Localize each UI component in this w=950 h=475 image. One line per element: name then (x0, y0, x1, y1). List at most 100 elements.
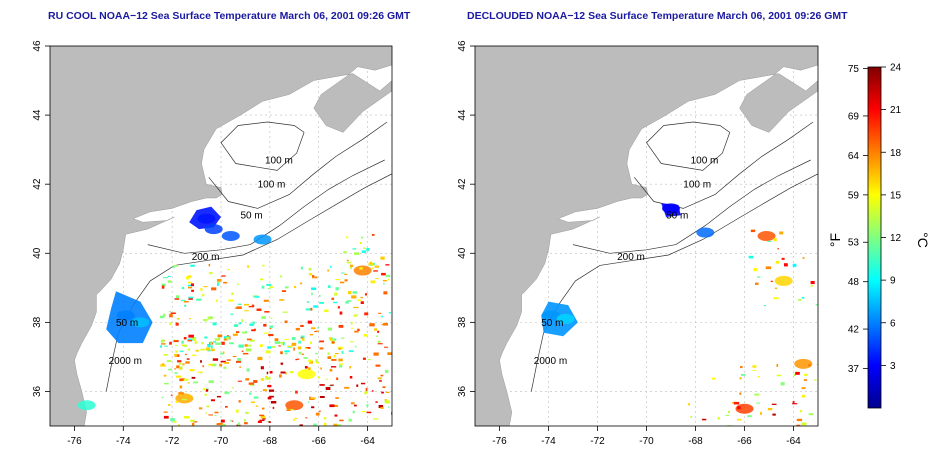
sst-pixel (327, 352, 330, 355)
sst-pixel (238, 400, 241, 403)
sst-pixel (223, 281, 228, 284)
sst-pixel (260, 378, 265, 381)
sst-pixel (331, 359, 337, 361)
sst-pixel (168, 404, 171, 406)
sst-pixel (231, 387, 234, 389)
sst-pixel (349, 366, 352, 369)
sst-pixel (384, 400, 390, 404)
sst-pixel (259, 344, 263, 347)
sst-pixel (362, 357, 366, 360)
sst-pixel (190, 419, 195, 422)
y-tick-label: 42 (32, 178, 43, 190)
sst-pixel (235, 331, 240, 333)
fahrenheit-tick-label: 37 (848, 364, 860, 375)
sst-pixel (339, 281, 345, 284)
y-tick-label: 36 (32, 385, 43, 397)
sst-pixel (299, 424, 303, 426)
sst-pixel (268, 389, 275, 392)
sst-pixel (259, 278, 264, 281)
sst-pixel (221, 424, 226, 426)
sst-pixel (295, 327, 300, 331)
sst-pixel (178, 362, 182, 365)
sst-pixel (757, 376, 760, 378)
sst-pixel (231, 292, 234, 296)
sst-pixel (368, 262, 374, 266)
sst-pixel (241, 350, 244, 352)
sst-pixel (385, 264, 390, 266)
sst-pixel (371, 267, 374, 270)
sst-patch (794, 358, 813, 369)
sst-pixel (741, 374, 746, 376)
sst-pixel (379, 380, 382, 382)
y-axis: 36 38 40 42 44 46 (457, 40, 475, 397)
sst-pixel (175, 401, 178, 404)
fahrenheit-tick-label: 64 (848, 151, 860, 162)
sst-pixel (169, 341, 172, 345)
sst-pixel (162, 313, 166, 317)
sst-pixel (808, 364, 811, 367)
sst-pixel (184, 378, 189, 381)
sst-pixel (289, 409, 294, 411)
x-tick-label: -64 (360, 436, 375, 447)
sst-pixel (298, 351, 302, 355)
sst-pixel (249, 392, 252, 395)
sst-patch (204, 224, 223, 235)
sst-pixel (810, 281, 815, 285)
celsius-tick-label: 12 (890, 233, 902, 244)
sst-pixel (319, 295, 321, 297)
sst-pixel (772, 413, 776, 416)
sst-patch (662, 203, 680, 214)
sst-pixel (792, 403, 798, 405)
sst-pixel (212, 358, 219, 361)
sst-pixel (362, 410, 367, 413)
sst-pixel (345, 236, 349, 239)
sst-pixel (810, 285, 814, 287)
sst-pixel (245, 348, 252, 352)
sst-pixel (765, 266, 772, 270)
sst-pixel (200, 348, 206, 351)
contour-label: 50 m (666, 211, 688, 222)
sst-pixel (178, 392, 184, 395)
sst-pixel (193, 339, 197, 342)
sst-pixel (225, 406, 228, 408)
sst-pixel (176, 375, 181, 378)
sst-pixel (174, 298, 180, 300)
sst-pixel (294, 418, 298, 420)
sst-pixel (777, 248, 779, 250)
sst-pixel (329, 404, 335, 408)
sst-pixel (195, 349, 199, 352)
sst-pixel (237, 358, 241, 361)
sst-pixel (188, 286, 193, 289)
sst-pixel (352, 248, 356, 250)
sst-pixel (270, 401, 277, 404)
y-tick-label: 38 (32, 316, 43, 328)
sst-pixel (186, 395, 192, 398)
sst-pixel (767, 408, 773, 411)
sst-patch (253, 234, 272, 245)
sst-pixel (368, 264, 373, 266)
sst-pixel (179, 350, 184, 353)
x-tick-label: -70 (639, 436, 654, 447)
sst-pixel (354, 330, 359, 333)
sst-pixel (215, 342, 221, 345)
sst-pixel (265, 377, 271, 380)
sst-pixel (361, 250, 367, 253)
sst-pixel (333, 354, 336, 358)
sst-pixel (259, 414, 264, 417)
sst-pixel (160, 364, 166, 367)
sst-pixel (773, 297, 779, 300)
sst-pixel (163, 374, 167, 377)
sst-pixel (771, 403, 777, 405)
sst-pixel (191, 289, 194, 292)
sst-pixel (167, 280, 172, 283)
sst-pixel (191, 337, 196, 340)
sst-pixel (190, 264, 195, 267)
sst-pixel (335, 279, 341, 281)
y-tick-label: 46 (457, 40, 468, 52)
sst-pixel (205, 347, 211, 351)
sst-pixel (796, 424, 801, 426)
sst-pixel (298, 340, 301, 344)
sst-pixel (328, 385, 332, 387)
sst-pixel (371, 234, 375, 236)
sst-pixel (190, 283, 194, 287)
